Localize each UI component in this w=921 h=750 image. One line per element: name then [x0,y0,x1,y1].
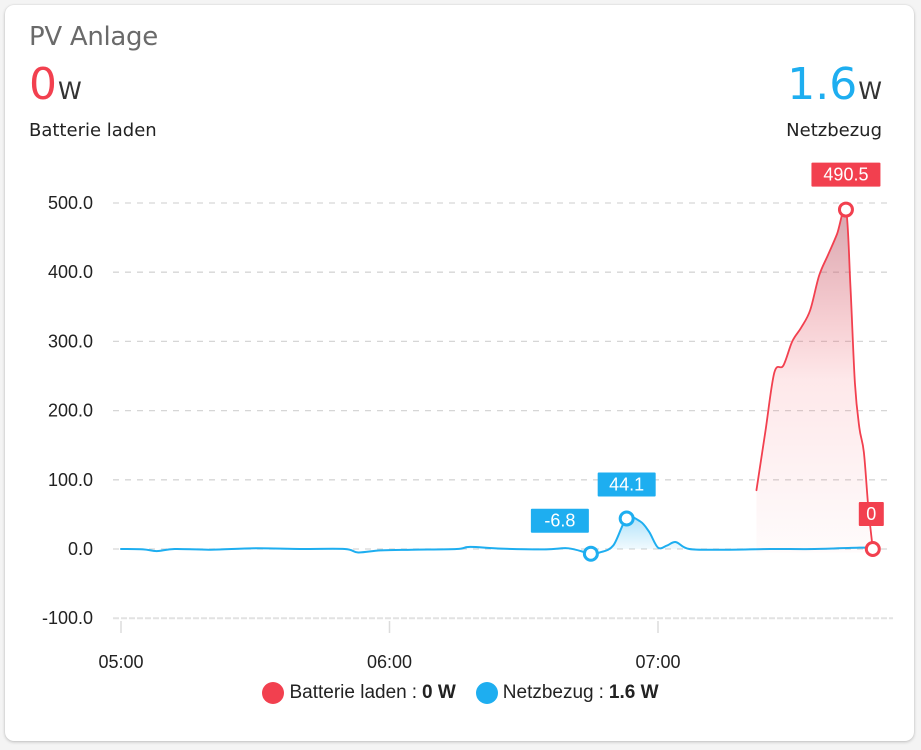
svg-text:300.0: 300.0 [48,331,93,351]
power-line-chart[interactable]: 500.0 400.0 300.0 200.0 100.0 0.0 -100.0 05:00… [0,0,921,680]
svg-text:-100.0: -100.0 [42,608,93,628]
grid-import-line [120,515,874,555]
svg-text:0: 0 [866,504,876,524]
card-title: PV Anlage [29,22,158,52]
svg-text:500.0: 500.0 [48,193,93,213]
battery-charge-unit: W [58,77,82,105]
x-axis: 05:00 06:00 07:00 [98,621,681,672]
battery-charge-label: Batterie laden [29,120,157,141]
chart-annotations: -6.8 44.1 490.5 0 [530,162,884,562]
battery-charge-line [755,206,874,550]
data-point-marker-icon[interactable] [837,201,854,218]
svg-text:400.0: 400.0 [48,262,93,282]
legend-battery-value: 0 W [422,682,456,703]
data-label-badge [858,502,884,526]
svg-text:100.0: 100.0 [48,470,93,490]
data-point-marker-icon[interactable] [864,541,881,557]
legend-item-battery-charge[interactable]: Batterie laden: 0 W [262,682,456,704]
data-point-marker-icon[interactable] [582,545,599,562]
svg-text:200.0: 200.0 [48,401,93,421]
svg-text:490.5: 490.5 [823,165,868,185]
grid-legend-dot-icon [475,682,498,704]
legend-battery-name: Batterie laden [289,682,407,703]
legend-grid-value: 1.6 W [608,682,659,703]
legend-item-grid-import[interactable]: Netzbezug: 1.6 W [475,682,659,704]
data-label-badge [530,508,589,533]
grid-import-unit: W [858,77,882,105]
data-point-marker-icon[interactable] [618,510,635,527]
svg-text:06:00: 06:00 [367,652,412,672]
y-axis: 500.0 400.0 300.0 200.0 100.0 0.0 -100.0 [42,193,93,628]
svg-text:0.0: 0.0 [68,539,93,559]
battery-charge-value: 0 [29,59,57,110]
battery-charge-state[interactable]: 0 W [29,63,82,107]
svg-text:44.1: 44.1 [609,474,644,494]
svg-text:-6.8: -6.8 [544,511,575,531]
chart-series [120,206,874,555]
battery-legend-dot-icon [262,682,285,704]
legend-grid-name: Netzbezug [502,682,594,703]
grid-import-state[interactable]: 1.6 W [787,63,882,107]
svg-text:05:00: 05:00 [98,652,143,672]
svg-text:07:00: 07:00 [635,652,680,672]
chart-legend: Batterie laden: 0 W Netzbezug: 1.6 W [0,682,921,704]
grid-import-value: 1.6 [787,59,858,110]
grid-import-label: Netzbezug [786,120,882,141]
data-label-badge [597,472,656,497]
data-label-badge [811,162,881,187]
